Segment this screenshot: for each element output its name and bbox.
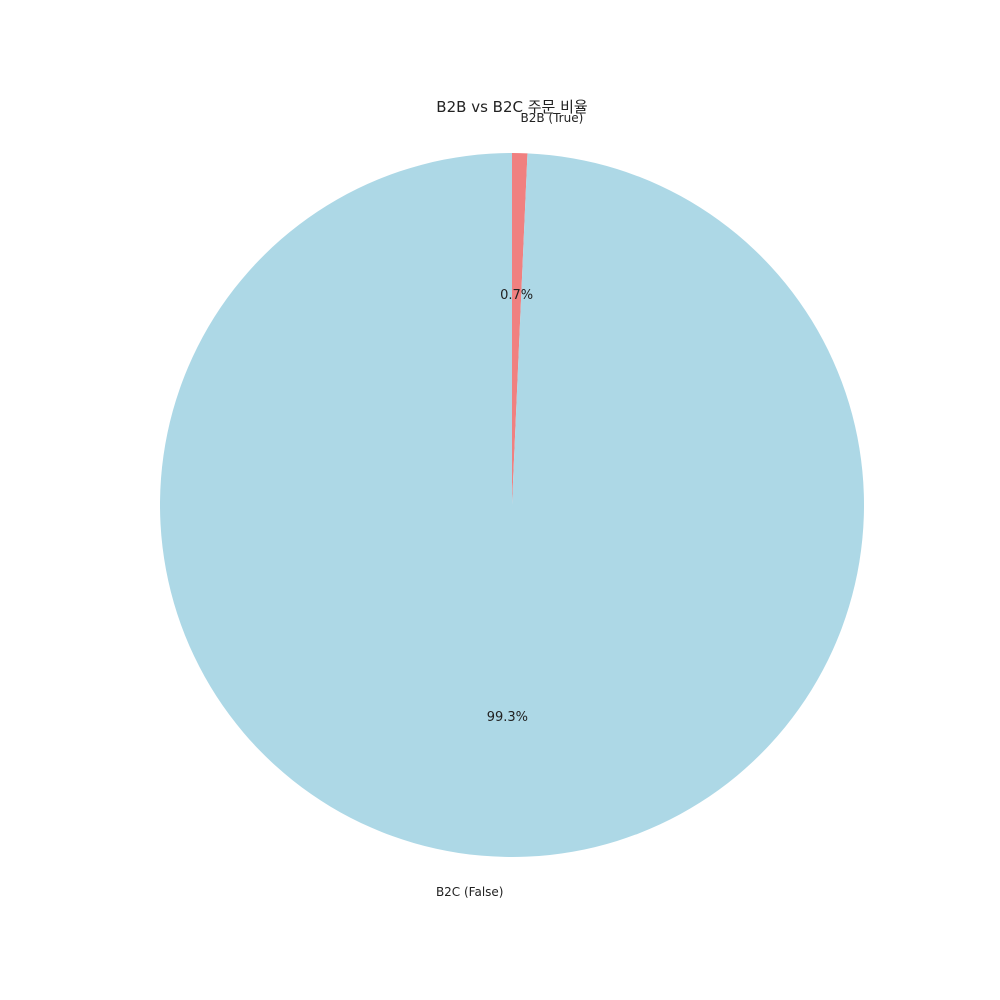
pie-slice-1: [512, 153, 528, 505]
slices-layer: [159, 153, 864, 858]
labels-layer: 0.7% B2B (True) 99.3% B2C (False): [436, 111, 583, 899]
pie-percent-label-2: 99.3%: [487, 710, 528, 725]
pie-category-label-2: B2C (False): [436, 885, 504, 899]
chart-title: B2B vs B2C 주문 비율: [436, 98, 587, 116]
pie-category-label-1: B2B (True): [521, 111, 584, 125]
pie-percent-label-1: 0.7%: [500, 288, 533, 303]
pie-slice-2: [159, 153, 864, 858]
